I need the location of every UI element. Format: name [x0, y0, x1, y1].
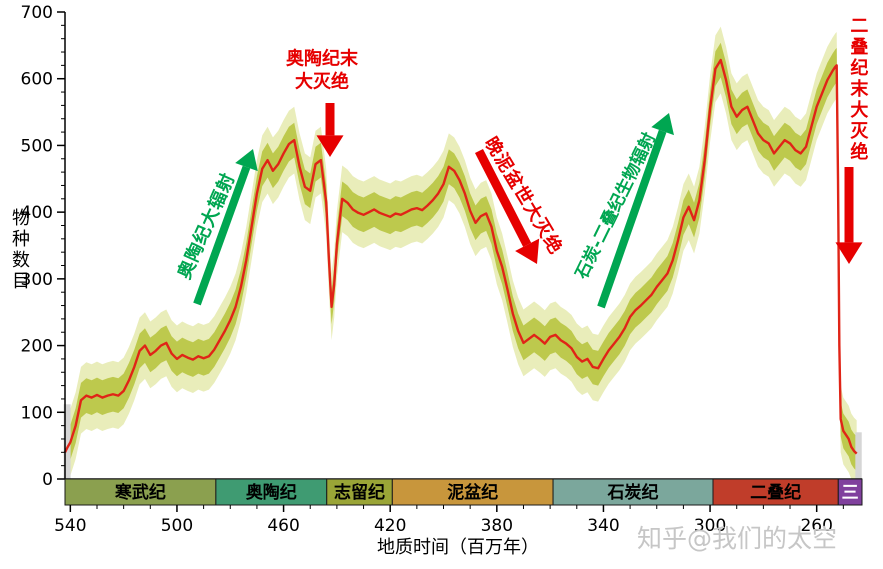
period-label-4: 石炭纪 — [607, 482, 659, 503]
y-tick-label: 100 — [21, 403, 53, 423]
diversity-curve — [63, 58, 858, 455]
period-band-3 — [391, 478, 554, 506]
period-label-1: 奥陶纪 — [246, 482, 297, 503]
annotation-end-ordovician-extinction: 奥陶纪末 大灭绝 — [286, 48, 358, 95]
end-ordovician-extinction-arrow-head — [316, 135, 344, 157]
late-devonian-extinction-arrow — [474, 148, 532, 247]
y-tick-label: 700 — [21, 3, 53, 23]
end-permian-extinction-arrow-head — [835, 242, 863, 264]
period-band-1 — [215, 478, 328, 506]
watermark: 知乎@我们的太空 — [636, 524, 838, 553]
x-axis-title: 地质时间（百万年） — [377, 537, 539, 558]
y-tick-label: 400 — [21, 203, 53, 223]
ordovician-radiation-arrow — [193, 165, 251, 306]
period-label-6: 三 — [842, 483, 859, 503]
annotation-end-permian-extinction: 二叠纪末大灭绝 — [847, 16, 869, 163]
late-devonian-extinction-arrow-head — [515, 238, 540, 264]
x-tick-label: 300 — [694, 516, 726, 536]
x-tick-label: 260 — [800, 516, 832, 536]
period-label-2: 志留纪 — [334, 482, 385, 503]
y-tick-label: 200 — [21, 337, 53, 357]
carboniferous-permian-radiation-arrow-head — [651, 113, 674, 136]
annotation-line-1: 奥陶纪末 — [286, 48, 358, 70]
ordovician-radiation-arrow-head — [235, 149, 258, 172]
period-label-0: 寒武纪 — [115, 482, 166, 503]
period-band-6 — [837, 478, 863, 506]
period-band-4 — [552, 478, 714, 506]
confidence-band-outer — [65, 26, 857, 479]
x-tick-label: 540 — [54, 516, 86, 536]
x-tick-label: 460 — [267, 516, 299, 536]
period-band-0 — [64, 478, 217, 506]
y-axis-title: 物种数目 — [9, 208, 30, 292]
y-tick-label: 300 — [21, 270, 53, 290]
y-tick-label: 600 — [21, 70, 53, 90]
period-label-3: 泥盆纪 — [447, 482, 498, 503]
x-tick-label: 500 — [161, 516, 193, 536]
period-band-2 — [326, 478, 393, 506]
edge-bar-1 — [855, 432, 862, 479]
carboniferous-permian-radiation-arrow — [597, 129, 667, 309]
edge-bar-0 — [63, 404, 71, 479]
y-tick-label: 500 — [21, 136, 53, 156]
x-tick-label: 380 — [481, 516, 513, 536]
y-tick-label: 0 — [42, 470, 53, 490]
annotation-line-2: 大灭绝 — [295, 72, 349, 93]
period-label-5: 二叠纪 — [750, 482, 801, 503]
x-tick-label: 420 — [374, 516, 406, 536]
x-tick-label: 340 — [587, 516, 619, 536]
